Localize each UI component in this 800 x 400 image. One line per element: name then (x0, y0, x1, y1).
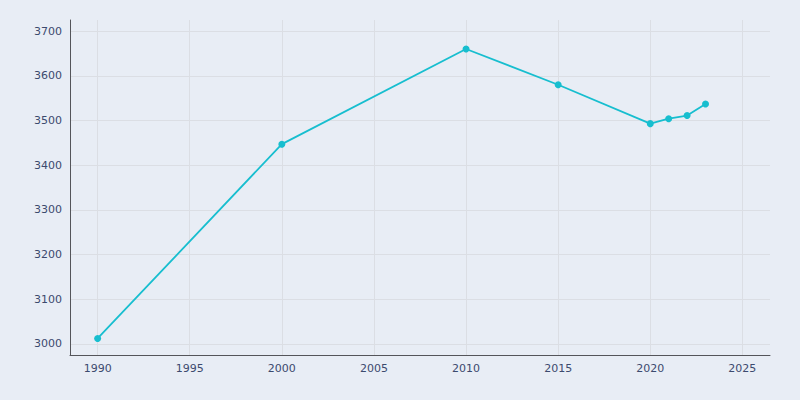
svg-text:1990: 1990 (84, 362, 112, 375)
svg-text:3400: 3400 (34, 159, 62, 172)
svg-text:3200: 3200 (34, 248, 62, 261)
svg-text:2005: 2005 (360, 362, 388, 375)
svg-text:3700: 3700 (34, 25, 62, 38)
svg-text:3300: 3300 (34, 203, 62, 216)
svg-text:2010: 2010 (452, 362, 480, 375)
svg-text:2025: 2025 (728, 362, 756, 375)
svg-text:2020: 2020 (636, 362, 664, 375)
svg-text:3600: 3600 (34, 69, 62, 82)
svg-text:1995: 1995 (176, 362, 204, 375)
svg-text:3100: 3100 (34, 293, 62, 306)
svg-text:2000: 2000 (268, 362, 296, 375)
svg-text:3000: 3000 (34, 337, 62, 350)
svg-text:3500: 3500 (34, 114, 62, 127)
svg-text:2015: 2015 (544, 362, 572, 375)
